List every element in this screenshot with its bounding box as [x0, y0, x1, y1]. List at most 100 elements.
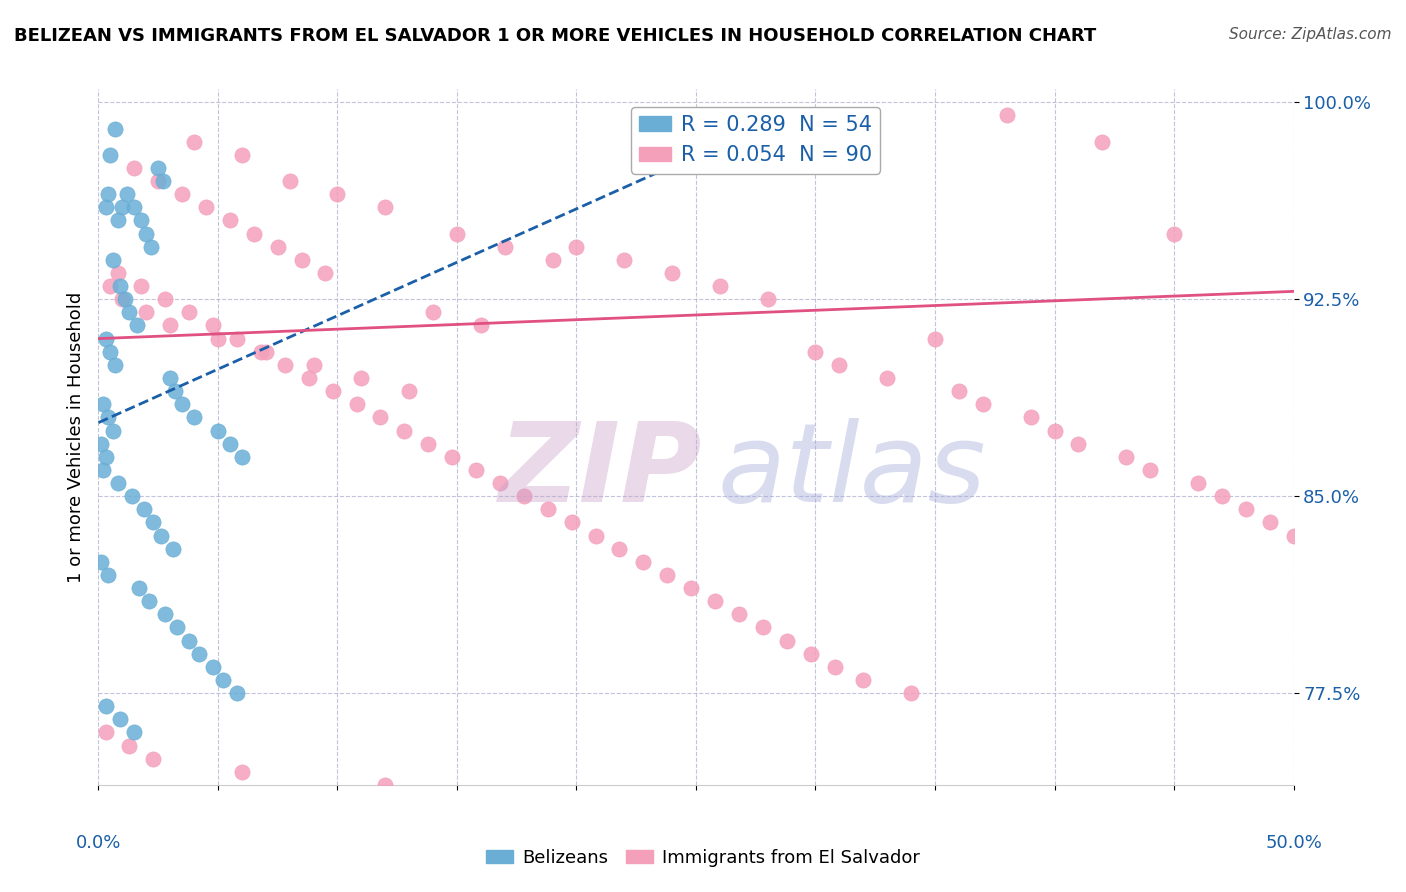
Point — [219, 213, 242, 227]
Point — [121, 489, 143, 503]
Point — [142, 516, 165, 530]
Point — [131, 213, 153, 227]
Point — [1258, 516, 1281, 530]
Point — [350, 371, 373, 385]
Point — [101, 252, 124, 267]
Point — [494, 240, 516, 254]
Point — [226, 332, 249, 346]
Point — [254, 344, 277, 359]
Point — [104, 121, 127, 136]
Point — [125, 318, 148, 333]
Point — [107, 213, 129, 227]
Point — [114, 292, 136, 306]
Point — [166, 620, 188, 634]
Point — [441, 450, 464, 464]
Point — [139, 240, 162, 254]
Text: Source: ZipAtlas.com: Source: ZipAtlas.com — [1229, 27, 1392, 42]
Point — [148, 174, 170, 188]
Y-axis label: 1 or more Vehicles in Household: 1 or more Vehicles in Household — [66, 292, 84, 582]
Point — [752, 620, 775, 634]
Point — [111, 200, 134, 214]
Point — [394, 424, 416, 438]
Point — [776, 633, 799, 648]
Point — [94, 200, 117, 214]
Point — [159, 318, 181, 333]
Point — [315, 266, 337, 280]
Point — [876, 371, 898, 385]
Point — [94, 332, 117, 346]
Point — [346, 397, 368, 411]
Point — [804, 344, 827, 359]
Point — [97, 568, 120, 582]
Point — [98, 344, 122, 359]
Point — [322, 384, 344, 398]
Point — [163, 384, 186, 398]
Point — [852, 673, 875, 687]
Point — [609, 541, 631, 556]
Point — [138, 594, 160, 608]
Point — [162, 541, 184, 556]
Point — [135, 227, 157, 241]
Point — [132, 502, 155, 516]
Point — [243, 227, 266, 241]
Point — [231, 450, 253, 464]
Point — [995, 108, 1018, 122]
Text: BELIZEAN VS IMMIGRANTS FROM EL SALVADOR 1 OR MORE VEHICLES IN HOUSEHOLD CORRELAT: BELIZEAN VS IMMIGRANTS FROM EL SALVADOR … — [14, 27, 1097, 45]
Point — [565, 240, 588, 254]
Point — [202, 318, 225, 333]
Point — [709, 279, 731, 293]
Point — [704, 594, 727, 608]
Point — [118, 739, 141, 753]
Point — [900, 686, 922, 700]
Point — [1043, 424, 1066, 438]
Point — [219, 436, 242, 450]
Point — [108, 712, 131, 726]
Point — [94, 450, 117, 464]
Point — [541, 252, 564, 267]
Point — [226, 686, 249, 700]
Point — [326, 187, 349, 202]
Point — [97, 187, 120, 202]
Point — [90, 555, 112, 569]
Point — [613, 252, 636, 267]
Point — [681, 581, 703, 595]
Point — [585, 528, 607, 542]
Point — [1163, 227, 1185, 241]
Point — [108, 279, 131, 293]
Point — [111, 292, 134, 306]
Point — [152, 174, 174, 188]
Point — [231, 148, 253, 162]
Point — [104, 358, 127, 372]
Legend: Belizeans, Immigrants from El Salvador: Belizeans, Immigrants from El Salvador — [478, 842, 928, 874]
Point — [370, 410, 392, 425]
Point — [537, 502, 560, 516]
Point — [465, 463, 488, 477]
Point — [446, 227, 468, 241]
Text: 50.0%: 50.0% — [1265, 834, 1322, 852]
Point — [231, 764, 253, 779]
Point — [107, 266, 129, 280]
Point — [1019, 410, 1042, 425]
Text: ZIP: ZIP — [499, 418, 702, 525]
Point — [155, 607, 177, 622]
Point — [124, 725, 146, 739]
Point — [274, 358, 297, 372]
Point — [278, 174, 301, 188]
Point — [1115, 450, 1137, 464]
Point — [149, 528, 172, 542]
Point — [948, 384, 970, 398]
Point — [374, 778, 396, 792]
Point — [159, 371, 181, 385]
Point — [183, 410, 205, 425]
Point — [633, 555, 655, 569]
Point — [1234, 502, 1257, 516]
Point — [211, 673, 233, 687]
Point — [124, 200, 146, 214]
Point — [374, 200, 396, 214]
Point — [470, 318, 492, 333]
Point — [94, 725, 117, 739]
Point — [91, 397, 114, 411]
Point — [291, 252, 314, 267]
Point — [398, 384, 420, 398]
Point — [101, 424, 124, 438]
